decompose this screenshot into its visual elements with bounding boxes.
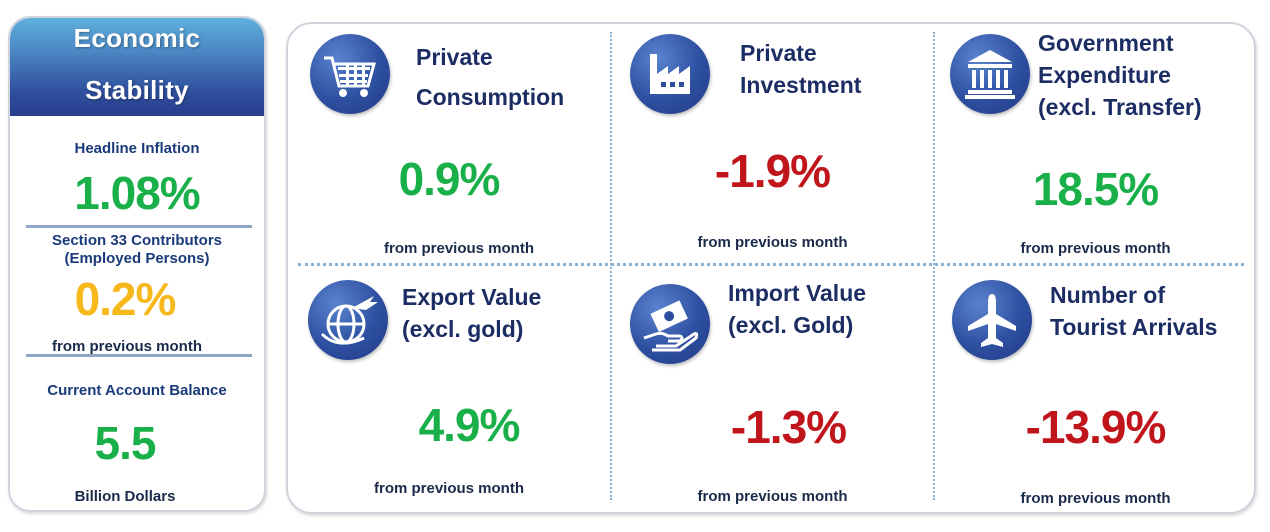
government-building-icon [950,34,1030,114]
card-title-line1: Government [1038,30,1174,56]
panel-title-line2: Stability [85,75,189,105]
column-divider [933,32,935,500]
row-divider [298,263,1244,266]
card-title-line2: (excl. gold) [402,316,524,342]
indicators-panel: Private Consumption 0.9% from previous m… [286,22,1256,514]
airplane-icon [952,280,1032,360]
section33-label-line2: (Employed Persons) [64,250,210,267]
card-title-line1: Export Value [402,284,542,310]
section33-note: from previous month [51,338,202,355]
card-note: from previous month [1020,490,1171,507]
card-note: from previous month [1020,240,1171,257]
card-title-line2: (excl. Gold) [728,312,854,338]
section33-label-line1: Section 33 Contributors [51,232,223,249]
panel-title-line1: Economic [73,23,201,53]
current-account-label: Current Account Balance [47,382,227,399]
card-title-line1: Number of [1050,282,1165,308]
card-value: 0.9% [398,153,501,205]
card-note: from previous month [697,488,848,505]
headline-inflation-value: 1.08% [74,167,200,219]
card-value: -1.3% [730,401,847,453]
economic-stability-panel: Economic Stability Headline Inflation 1.… [8,16,266,512]
card-title-line3: (excl. Transfer) [1038,94,1202,120]
card-value: 18.5% [1032,163,1159,215]
panel-header: Economic Stability [10,18,264,116]
card-title-line2: Investment [740,72,862,98]
card-title-line2: Expenditure [1038,62,1171,88]
card-note: from previous month [697,234,848,251]
divider [26,225,252,228]
card-note: from previous month [383,240,534,257]
card-value: -13.9% [1025,401,1167,453]
hand-money-icon [630,284,710,364]
card-title-line1: Private [740,40,817,66]
divider [26,354,252,357]
card-title-line2: Consumption [416,84,565,110]
column-divider [610,32,612,500]
card-note: from previous month [373,480,524,497]
factory-icon [630,34,710,114]
current-account-unit: Billion Dollars [74,488,176,505]
shopping-cart-icon [310,34,390,114]
card-title-line2: Tourist Arrivals [1050,314,1218,340]
current-account-value: 5.5 [94,417,157,469]
headline-inflation-label: Headline Inflation [74,140,200,157]
card-value: 4.9% [418,399,521,451]
card-value: -1.9% [714,145,831,197]
section33-value: 0.2% [74,273,177,325]
globe-airplane-icon [308,280,388,360]
card-title-line1: Private [416,44,493,70]
card-title-line1: Import Value [728,280,867,306]
